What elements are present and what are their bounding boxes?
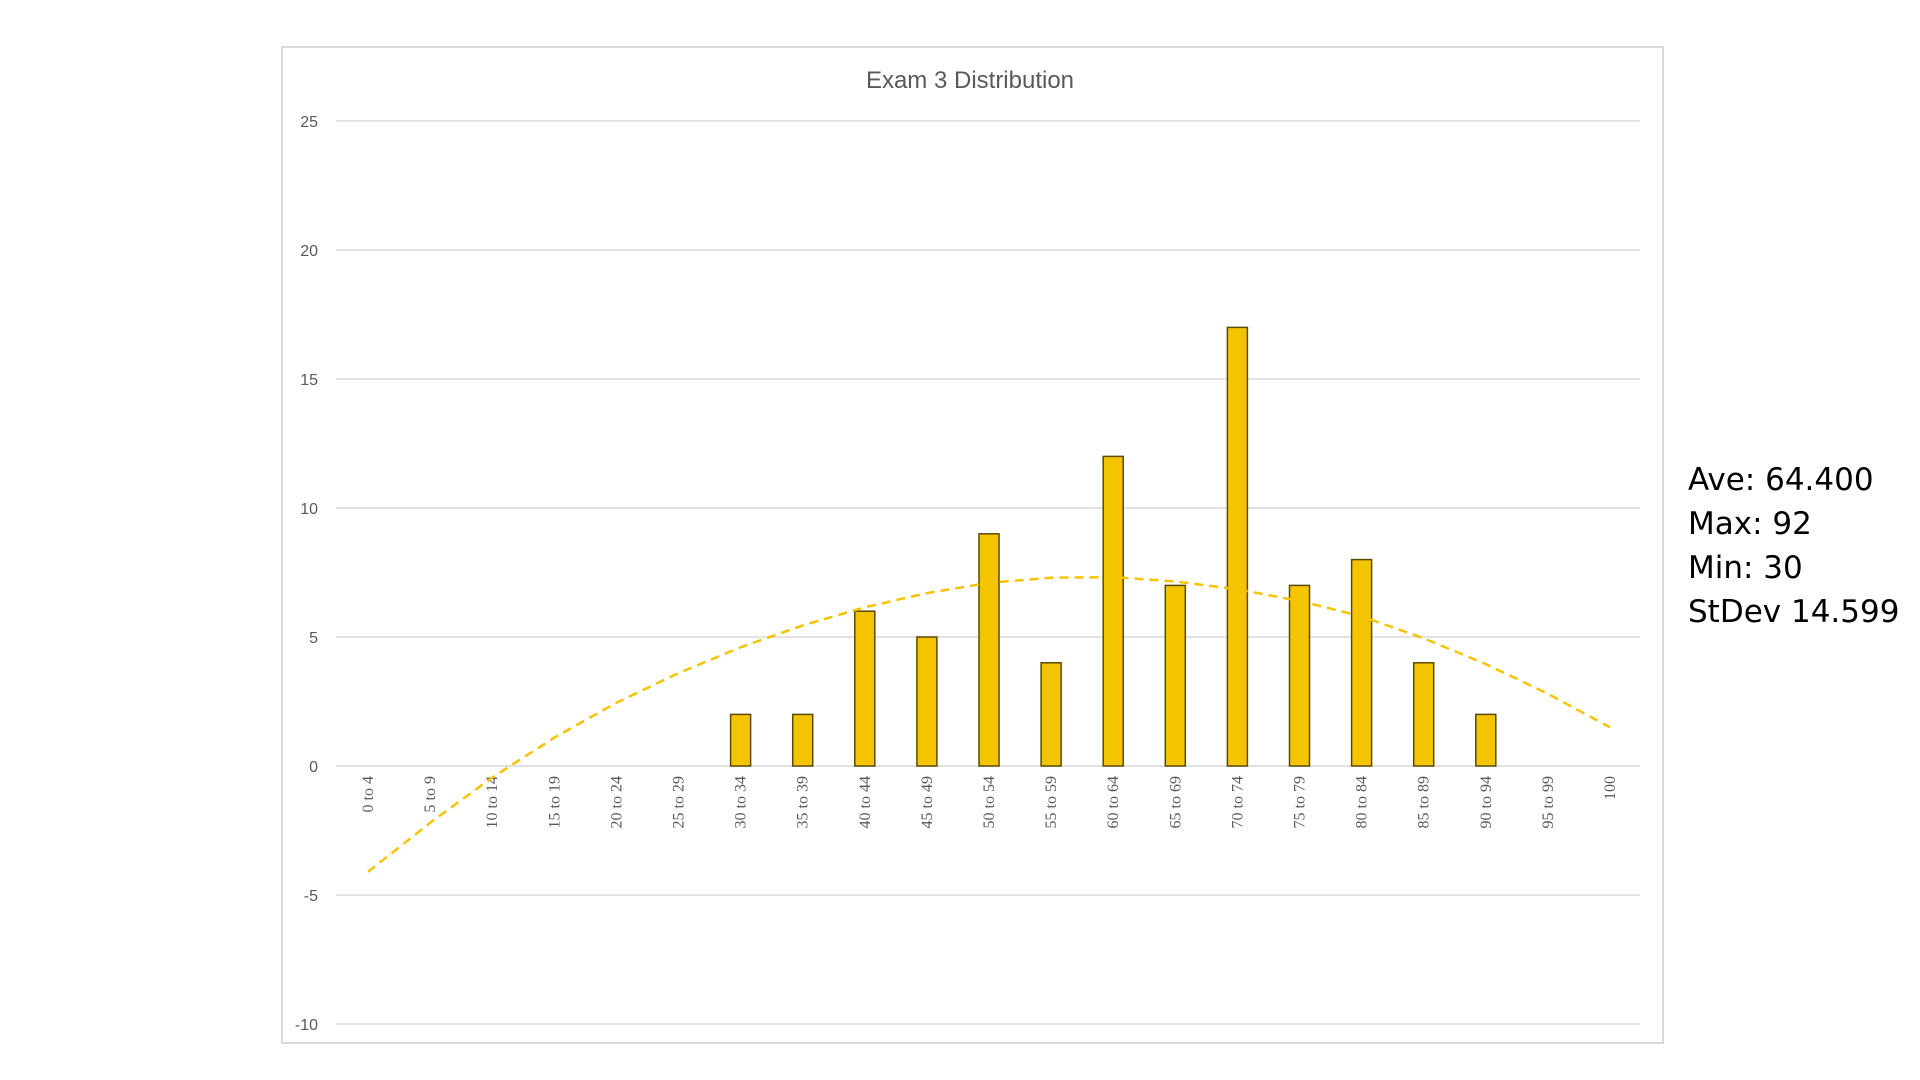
bar [1226, 326, 1249, 767]
x-tick-label: 100 [1602, 776, 1619, 800]
x-tick-label: 30 to 34 [733, 776, 750, 828]
y-axis-ticks: -10 -5 0 5 10 15 20 25 [295, 114, 318, 1034]
bar [729, 713, 752, 767]
trendline [367, 575, 1611, 873]
chart-frame [281, 46, 1664, 1044]
bar [916, 636, 938, 767]
max-stat: Max: 92 [1688, 506, 1812, 542]
bar [1040, 662, 1062, 767]
y-tick-label: -5 [304, 888, 318, 905]
bar [854, 610, 876, 767]
x-tick-label: 60 to 64 [1105, 776, 1122, 828]
bar [1102, 455, 1124, 767]
bar [1164, 584, 1187, 767]
y-tick-label: 0 [309, 759, 318, 776]
x-tick-label: 55 to 59 [1043, 776, 1060, 828]
bar [1412, 662, 1435, 767]
x-tick-label: 15 to 19 [546, 776, 563, 828]
x-tick-label: 45 to 49 [919, 776, 936, 828]
x-tick-label: 70 to 74 [1229, 776, 1246, 828]
x-tick-label: 80 to 84 [1354, 776, 1371, 828]
x-tick-label: 10 to 14 [484, 776, 501, 828]
bar-series [729, 326, 1497, 767]
bar [978, 533, 1000, 767]
x-tick-label: 95 to 99 [1540, 776, 1557, 828]
x-tick-label: 75 to 79 [1292, 776, 1309, 828]
min-stat: Min: 30 [1688, 550, 1803, 586]
x-tick-label: 50 to 54 [981, 776, 998, 828]
y-tick-label: 10 [300, 501, 318, 518]
bar [1350, 558, 1373, 767]
y-tick-label: 15 [300, 372, 318, 389]
average-stat: Ave: 64.400 [1688, 462, 1874, 498]
y-tick-label: 20 [300, 243, 318, 260]
x-tick-label: 85 to 89 [1416, 776, 1433, 828]
bar [791, 713, 814, 767]
summary-statistics: Ave: 64.400 Max: 92 Min: 30 StDev 14.599 [1688, 458, 1920, 634]
x-tick-label: 65 to 69 [1167, 776, 1184, 828]
x-tick-label: 90 to 94 [1478, 776, 1495, 828]
x-tick-label: 25 to 29 [671, 776, 688, 828]
x-tick-label: 35 to 39 [795, 776, 812, 828]
x-axis-ticks: 0 to 4 5 to 9 10 to 14 15 to 19 20 to 24 25 t… [360, 776, 1619, 828]
y-tick-label: -10 [295, 1017, 318, 1034]
x-tick-label: 20 to 24 [608, 776, 625, 828]
chart-title: Exam 3 Distribution [866, 67, 1074, 94]
trendline-path [367, 575, 1611, 873]
x-tick-label: 40 to 44 [857, 776, 874, 828]
x-tick-label: 0 to 4 [360, 776, 377, 812]
bar [1475, 713, 1497, 767]
stdev-stat: StDev 14.599 [1688, 594, 1900, 630]
y-tick-label: 5 [309, 630, 318, 647]
bar [1288, 584, 1311, 767]
x-tick-label: 5 to 9 [422, 776, 439, 812]
y-tick-label: 25 [300, 114, 318, 131]
grid [336, 120, 1640, 1025]
